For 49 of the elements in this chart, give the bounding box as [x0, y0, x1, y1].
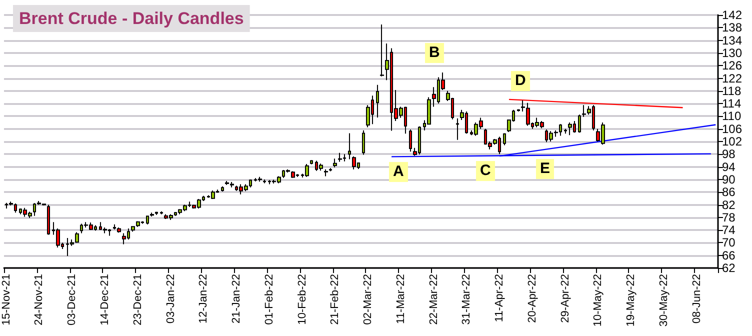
y-tick-label: 134	[722, 33, 742, 48]
x-tick-label: 02-Mar-22	[362, 274, 374, 325]
y-tick-label: 86	[722, 185, 736, 200]
x-tick-label: 03-Dec-21	[66, 274, 78, 326]
annotation: E	[536, 159, 554, 179]
x-tick-label: 22-Mar-22	[428, 274, 440, 325]
y-tick-label: 130	[722, 46, 742, 60]
x-tick-label: 29-Apr-22	[559, 274, 572, 323]
x-tick-label: 01-Feb-22	[263, 274, 276, 325]
x-tick-label: 21-Jan-22	[230, 274, 243, 324]
x-tick-label: 11-Apr-22	[494, 274, 506, 322]
x-tick-label: 10-Feb-22	[296, 274, 308, 325]
y-tick-label: 102	[722, 134, 742, 148]
y-tick-label: 142	[722, 8, 742, 22]
x-tick-label: 20-Apr-22	[526, 274, 538, 323]
x-tick-label: 11-Mar-22	[394, 274, 407, 324]
y-tick-label: 118	[722, 84, 742, 98]
y-tick-label: 138	[722, 20, 742, 35]
y-tick-label: 94	[722, 160, 736, 174]
y-tick-label: 66	[722, 248, 736, 262]
y-tick-label: 106	[722, 122, 742, 136]
annotation: C	[476, 161, 495, 181]
y-tick-label: 74	[722, 223, 736, 238]
y-tick-label: 62	[722, 261, 736, 275]
y-tick-label: 82	[722, 198, 736, 212]
x-tick-label: 19-May-22	[625, 274, 638, 327]
x-tick-label: 12-Jan-22	[198, 274, 210, 324]
x-tick-label: 30-May-22	[658, 274, 670, 327]
x-tick-label: 03-Jan-22	[164, 274, 177, 324]
annotation: A	[389, 162, 408, 182]
y-tick-label: 70	[722, 236, 736, 250]
x-tick-label: 08-Jun-22	[690, 274, 703, 324]
y-tick-label: 126	[722, 58, 742, 73]
x-tick-label: 21-Feb-22	[329, 274, 342, 325]
x-tick-label: 23-Dec-21	[132, 274, 144, 326]
y-tick-label: 114	[722, 96, 742, 111]
annotation: D	[511, 71, 530, 91]
annotation: B	[425, 43, 444, 63]
chart-title: Brent Crude - Daily Candles	[19, 9, 244, 28]
y-tick-label: 78	[722, 210, 736, 224]
x-tick-label: 14-Dec-21	[98, 274, 111, 326]
x-tick-label: 24-Nov-21	[33, 274, 46, 326]
x-tick-label: 15-Nov-21	[0, 274, 12, 326]
y-tick-label: 98	[722, 147, 736, 162]
y-tick-label: 90	[722, 172, 736, 186]
x-tick-label: 10-May-22	[592, 274, 604, 327]
x-tick-label: 31-Mar-22	[460, 274, 473, 325]
y-tick-label: 110	[722, 109, 742, 124]
y-tick-label: 122	[722, 71, 742, 86]
